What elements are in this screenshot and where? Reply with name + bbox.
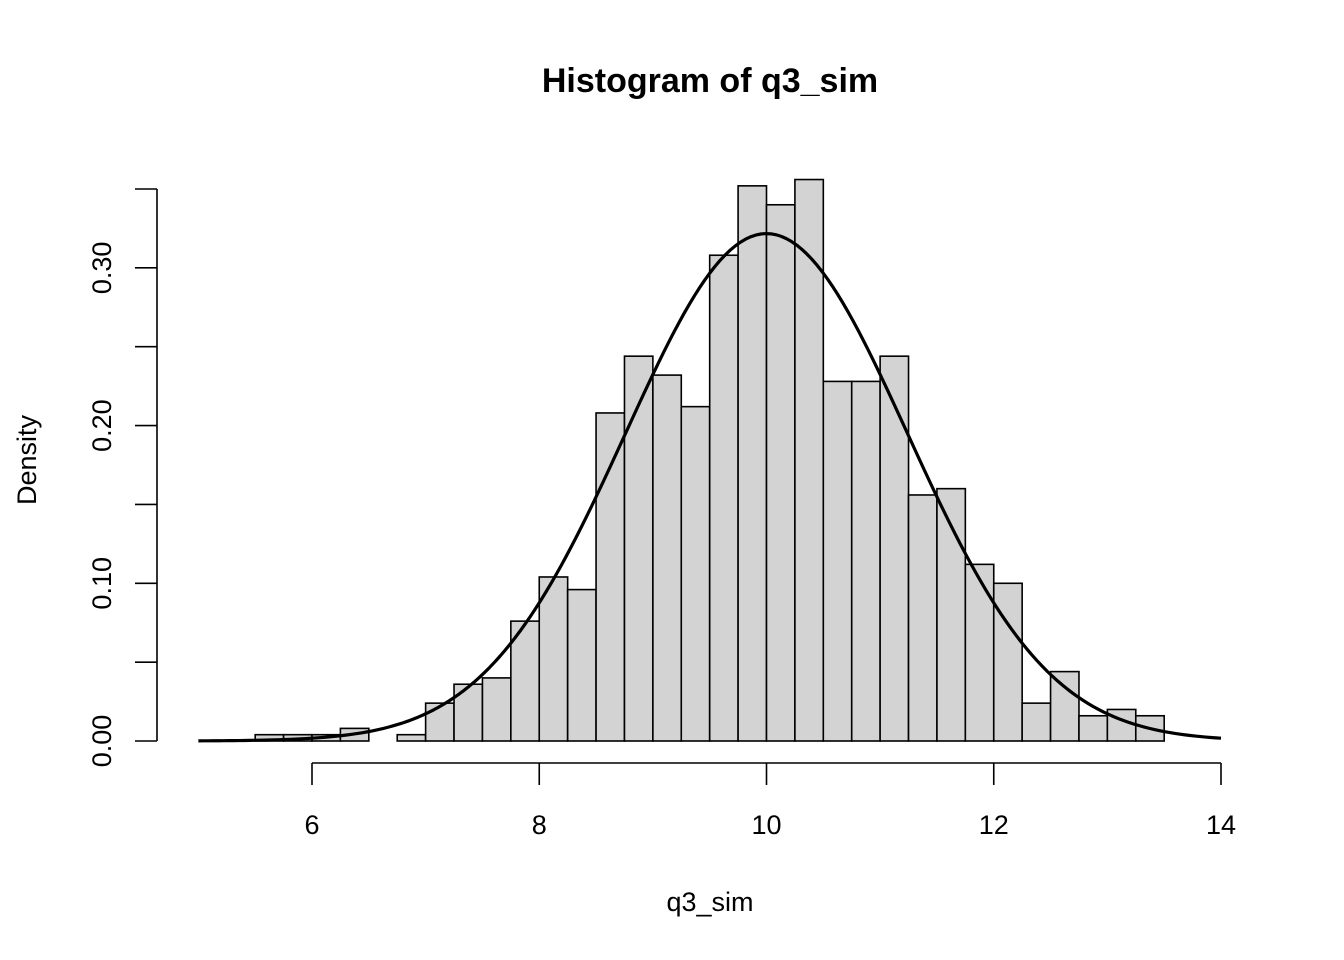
y-tick-label: 0.10 [87, 557, 117, 610]
histogram-bar [765, 203, 796, 742]
histogram-bar [595, 412, 626, 742]
density-curve [198, 231, 1222, 743]
density-curve-layer [198, 231, 1222, 743]
histogram-bar [510, 620, 541, 742]
x-tick-label: 6 [304, 810, 319, 840]
histogram-bar [794, 178, 825, 742]
histogram-bar [1049, 670, 1080, 742]
histogram-bars [254, 178, 1165, 742]
histogram-bar [737, 185, 768, 742]
histogram-bar [623, 355, 654, 742]
histogram-bar [1078, 714, 1109, 742]
y-axis: 0.00 0.10 0.20 0.30 [87, 188, 158, 768]
histogram-bar [453, 683, 484, 742]
histogram-bar [879, 355, 910, 742]
histogram-bar [538, 576, 569, 742]
x-tick-label: 12 [979, 810, 1009, 840]
chart-title: Histogram of q3_sim [542, 62, 878, 100]
histogram-bar [708, 254, 739, 742]
x-tick-label: 8 [532, 810, 547, 840]
histogram-bar [1021, 702, 1052, 742]
histogram-bar [680, 405, 711, 742]
histogram-bar [566, 588, 597, 742]
histogram-bar [850, 380, 881, 742]
x-axis-label: q3_sim [666, 887, 753, 917]
histogram-bar [822, 380, 853, 742]
y-tick-label: 0.30 [87, 242, 117, 295]
y-tick-label: 0.20 [87, 399, 117, 452]
histogram-bar [652, 374, 683, 742]
x-tick-label: 10 [751, 810, 781, 840]
y-axis-label: Density [12, 414, 42, 505]
x-axis: 6 8 10 12 14 [304, 762, 1236, 840]
x-tick-label: 14 [1206, 810, 1236, 840]
histogram-bar [424, 702, 455, 742]
histogram-bar [396, 733, 427, 742]
histogram-bar [907, 494, 938, 742]
y-tick-label: 0.00 [87, 715, 117, 768]
histogram-bar [964, 563, 995, 742]
histogram-bar [481, 677, 512, 742]
